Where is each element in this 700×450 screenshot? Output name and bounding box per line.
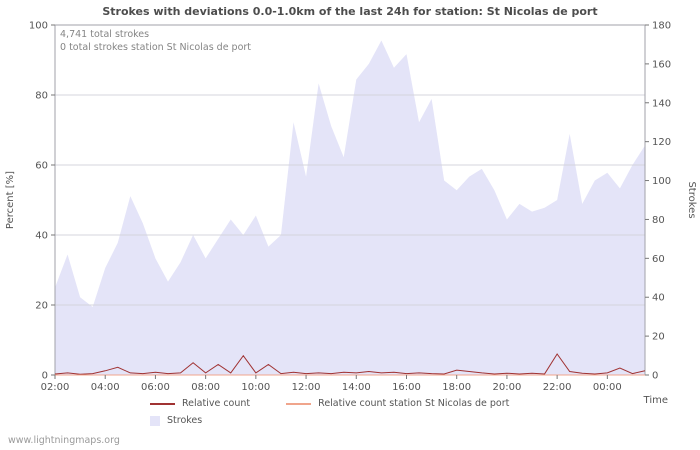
right-tick-label: 80: [652, 215, 665, 226]
legend-label: Strokes: [167, 415, 203, 426]
right-axis-label: Strokes: [686, 181, 697, 218]
area-series: [55, 40, 645, 376]
left-tick-label: 0: [42, 371, 48, 382]
x-tick-label: 04:00: [91, 382, 120, 393]
legend-row: Relative count Relative count station St …: [150, 398, 550, 409]
x-tick-label: 22:00: [543, 382, 572, 393]
chart-title: Strokes with deviations 0.0-1.0km of the…: [102, 5, 598, 18]
x-tick-label: 20:00: [493, 382, 522, 393]
right-tick-label: 160: [652, 59, 671, 70]
x-tick-label: 00:00: [593, 382, 622, 393]
line-series-0: [54, 353, 646, 375]
legend-label: Relative count station St Nicolas de por…: [318, 398, 510, 409]
x-tick-label: 12:00: [292, 382, 321, 393]
legend-swatch-area: [150, 415, 160, 426]
right-tick-label: 140: [652, 98, 671, 109]
station-total-annotation: 0 total strokes station St Nicolas de po…: [60, 42, 252, 53]
total-strokes-annotation: 4,741 total strokes: [60, 29, 150, 40]
left-tick-label: 80: [35, 91, 48, 102]
x-tick-label: 14:00: [342, 382, 371, 393]
legend-item: Relative count station St Nicolas de por…: [286, 398, 509, 409]
right-tick-label: 0: [652, 371, 658, 382]
right-tick-label: 100: [652, 176, 671, 187]
chart-legend: Relative count Relative count station St …: [0, 398, 700, 426]
right-tick-label: 40: [652, 293, 665, 304]
x-axis-label: Time: [643, 395, 668, 406]
right-tick-label: 180: [652, 21, 671, 32]
left-axis-label: Percent [%]: [5, 171, 16, 229]
legend-item: Strokes: [150, 415, 202, 426]
watermark: www.lightningmaps.org: [8, 435, 120, 446]
left-tick-label: 60: [35, 161, 48, 172]
left-tick-label: 20: [35, 301, 48, 312]
x-tick-label: 16:00: [392, 382, 421, 393]
x-tick-label: 18:00: [442, 382, 471, 393]
right-tick-label: 60: [652, 254, 665, 265]
left-tick-label: 100: [29, 21, 48, 32]
legend-swatch-line: [286, 402, 312, 405]
right-tick-label: 20: [652, 332, 665, 343]
x-tick-label: 08:00: [191, 382, 220, 393]
x-tick-label: 10:00: [241, 382, 270, 393]
legend-row: Strokes: [150, 415, 550, 426]
chart-annotations: 4,741 total strokes 0 total strokes stat…: [60, 28, 251, 54]
legend-swatch-line: [150, 402, 175, 405]
left-tick-label: 40: [35, 231, 48, 242]
legend-label: Relative count: [182, 398, 251, 409]
right-tick-label: 120: [652, 137, 671, 148]
legend-item: Relative count: [150, 398, 250, 409]
x-tick-label: 06:00: [141, 382, 170, 393]
x-tick-label: 02:00: [41, 382, 70, 393]
